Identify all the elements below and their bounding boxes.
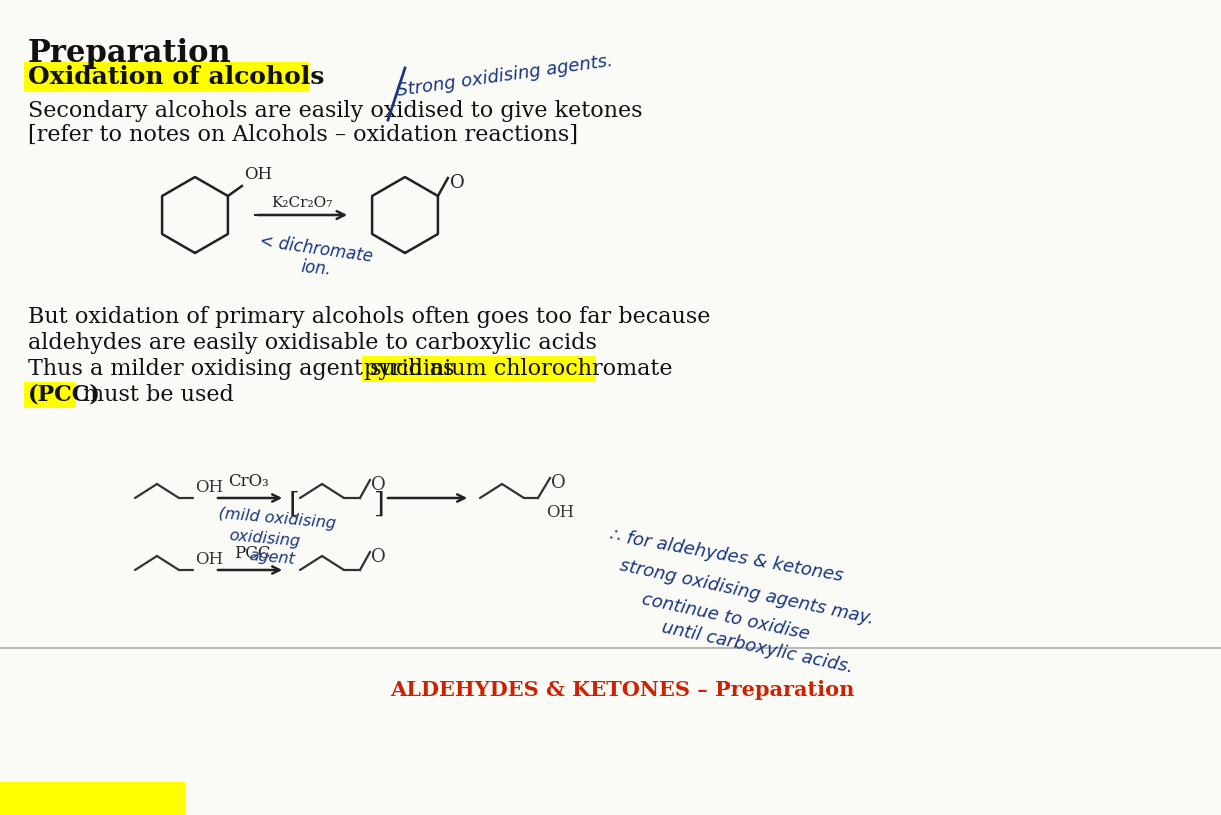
Text: Oxidation of alcohols: Oxidation of alcohols bbox=[28, 65, 325, 89]
Text: Strong oxidising agents.: Strong oxidising agents. bbox=[396, 52, 613, 100]
Text: OH: OH bbox=[244, 166, 272, 183]
Text: Preparation: Preparation bbox=[28, 38, 232, 69]
Text: O: O bbox=[449, 174, 465, 192]
FancyBboxPatch shape bbox=[24, 62, 309, 92]
Text: (mild oxidising: (mild oxidising bbox=[219, 506, 337, 531]
Text: [refer to notes on Alcohols – oxidation reactions]: [refer to notes on Alcohols – oxidation … bbox=[28, 124, 578, 146]
Text: ]: ] bbox=[374, 491, 385, 518]
Text: ALDEHYDES & KETONES – Preparation: ALDEHYDES & KETONES – Preparation bbox=[389, 680, 855, 700]
Text: O: O bbox=[371, 548, 386, 566]
Text: must be used: must be used bbox=[76, 384, 234, 406]
Text: ion.: ion. bbox=[300, 258, 332, 279]
FancyBboxPatch shape bbox=[0, 782, 186, 815]
Text: pyridinium chlorochromate: pyridinium chlorochromate bbox=[364, 358, 673, 380]
FancyBboxPatch shape bbox=[363, 356, 596, 382]
Text: ∴ for aldehydes & ketones: ∴ for aldehydes & ketones bbox=[608, 526, 845, 585]
Text: (PCC): (PCC) bbox=[28, 384, 101, 406]
Text: Secondary alcohols are easily oxidised to give ketones: Secondary alcohols are easily oxidised t… bbox=[28, 100, 642, 122]
FancyBboxPatch shape bbox=[24, 382, 76, 408]
Text: [: [ bbox=[289, 491, 300, 518]
Text: CrO₃: CrO₃ bbox=[228, 473, 269, 490]
Text: But oxidation of primary alcohols often goes too far because: But oxidation of primary alcohols often … bbox=[28, 306, 711, 328]
Text: aldehydes are easily oxidisable to carboxylic acids: aldehydes are easily oxidisable to carbo… bbox=[28, 332, 597, 354]
Text: OH: OH bbox=[195, 551, 223, 568]
Text: agent: agent bbox=[248, 548, 295, 567]
Text: OH: OH bbox=[546, 504, 574, 521]
Text: PCC: PCC bbox=[234, 545, 271, 562]
Text: K₂Cr₂O₇: K₂Cr₂O₇ bbox=[271, 196, 332, 210]
Text: < dichromate: < dichromate bbox=[258, 232, 374, 266]
Text: Thus a milder oxidising agent such as: Thus a milder oxidising agent such as bbox=[28, 358, 462, 380]
Text: O: O bbox=[371, 476, 386, 494]
Text: O: O bbox=[551, 474, 565, 492]
Text: strong oxidising agents may.: strong oxidising agents may. bbox=[618, 556, 875, 628]
Text: OH: OH bbox=[195, 479, 223, 496]
Text: continue to oxidise: continue to oxidise bbox=[640, 590, 811, 643]
Text: oxidising: oxidising bbox=[228, 528, 300, 549]
Text: until carboxylic acids.: until carboxylic acids. bbox=[661, 618, 855, 676]
